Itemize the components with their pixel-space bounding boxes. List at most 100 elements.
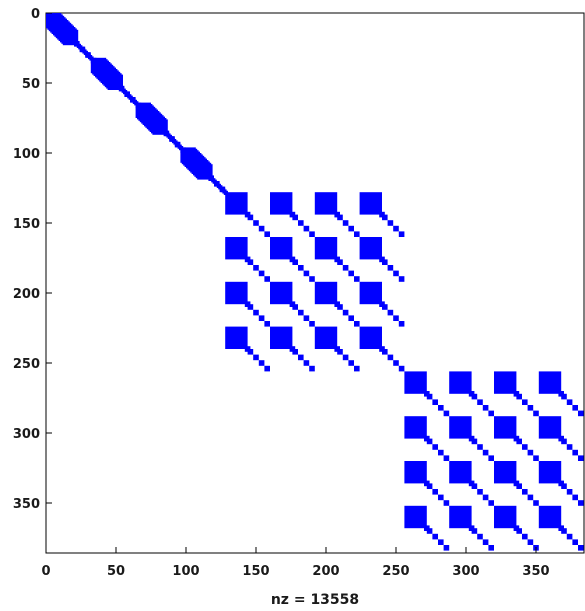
x-axis-ticks: 0 50 100 150 200 250 300 350 (41, 547, 550, 579)
nonzero-block-295 (438, 494, 444, 501)
nonzero-block-264 (566, 399, 573, 405)
nonzero-block-259 (527, 405, 534, 411)
nonzero-block-172 (225, 237, 248, 260)
nonzero-block-117 (51, 18, 58, 25)
nonzero-block-186 (342, 265, 349, 271)
nonzero-block-123 (85, 52, 91, 58)
nonzero-block-119 (62, 29, 69, 36)
nonzero-block-312 (566, 489, 573, 495)
nonzero-block-298 (449, 461, 472, 484)
nonzero-block-144 (202, 169, 209, 176)
nonzero-block-169 (393, 225, 399, 232)
nonzero-block-283 (527, 449, 534, 456)
nonzero-block-306 (522, 489, 528, 495)
nonzero-block-170 (398, 231, 405, 237)
nonzero-block-175 (258, 270, 265, 277)
nonzero-block-301 (482, 494, 489, 501)
nonzero-block-320 (443, 545, 450, 551)
nonzero-block-275 (471, 438, 478, 445)
nonzero-block-148 (225, 192, 248, 215)
nonzero-block-223 (258, 360, 265, 366)
x-tick-label-3: 150 (242, 564, 269, 579)
nonzero-block-248 (443, 410, 450, 417)
nonzero-block-120 (68, 35, 74, 41)
nonzero-block-126 (102, 69, 108, 75)
nonzero-block-196 (225, 281, 248, 305)
nonzero-block-132 (135, 102, 142, 109)
nonzero-block-288 (566, 444, 573, 450)
nonzero-block-250 (449, 371, 472, 394)
nonzero-block-316 (404, 505, 427, 529)
nonzero-block-243 (379, 346, 385, 352)
nonzero-block-260 (533, 410, 539, 417)
nonzero-block-211 (348, 315, 354, 321)
nonzero-block-313 (572, 494, 578, 501)
nonzero-block-242 (398, 365, 405, 372)
y-tick-label-0: 0 (31, 7, 40, 22)
nonzero-block-253 (482, 405, 489, 411)
nonzero-block-294 (432, 489, 438, 495)
nonzero-block-198 (253, 309, 259, 316)
x-tick-label-0: 0 (41, 564, 50, 579)
nonzero-block-326 (488, 545, 494, 551)
nonzero-block-280 (494, 416, 517, 439)
nonzero-block-258 (522, 399, 528, 405)
nonzero-block-219 (379, 301, 385, 307)
nonzero-block-331 (527, 539, 534, 545)
nonzero-block-139 (174, 141, 181, 148)
nonzero-pattern (46, 13, 584, 551)
nonzero-block-154 (270, 192, 293, 215)
nonzero-block-118 (57, 24, 63, 30)
nonzero-block-315 (558, 480, 564, 487)
nonzero-block-156 (298, 220, 304, 226)
nonzero-block-165 (334, 211, 340, 218)
nonzero-block-200 (264, 321, 270, 327)
nonzero-block-160 (314, 192, 338, 215)
nonzero-block-193 (393, 270, 399, 277)
nonzero-block-284 (533, 455, 539, 461)
x-tick-label-4: 200 (312, 564, 339, 579)
nonzero-block-183 (289, 256, 296, 263)
nonzero-block-143 (197, 164, 203, 170)
y-tick-label-3: 150 (13, 217, 40, 232)
nonzero-block-150 (253, 220, 259, 226)
nonzero-block-220 (225, 326, 248, 349)
nonzero-block-268 (404, 416, 427, 439)
nonzero-block-276 (477, 444, 483, 450)
nonzero-block-257 (516, 393, 522, 400)
nonzero-block-244 (404, 371, 427, 394)
nonzero-block-222 (253, 354, 259, 361)
nonzero-block-334 (538, 505, 562, 529)
nonzero-block-282 (522, 444, 528, 450)
nonzero-block-157 (303, 225, 310, 232)
nonzero-block-182 (309, 276, 315, 282)
nonzero-block-162 (342, 220, 349, 226)
nonzero-block-180 (298, 265, 304, 271)
nonzero-block-192 (387, 265, 394, 271)
nonzero-block-254 (488, 410, 494, 417)
y-tick-label-4: 200 (13, 287, 40, 302)
nonzero-block-310 (538, 461, 562, 484)
nonzero-block-286 (538, 416, 562, 439)
nonzero-block-212 (354, 321, 360, 327)
nonzero-block-124 (90, 57, 97, 64)
nonzero-block-287 (561, 438, 567, 445)
nonzero-block-333 (513, 525, 520, 531)
nonzero-block-292 (404, 461, 427, 484)
nonzero-block-328 (494, 505, 517, 529)
x-tick-label-1: 50 (107, 564, 125, 579)
nonzero-block-130 (124, 91, 130, 97)
nonzero-block-159 (289, 211, 296, 218)
nonzero-block-267 (558, 391, 564, 397)
nonzero-block-116 (46, 13, 52, 19)
nonzero-block-252 (477, 399, 483, 405)
nonzero-block-131 (130, 97, 136, 103)
nonzero-block-188 (354, 276, 360, 282)
y-tick-label-2: 100 (13, 147, 40, 162)
nonzero-block-204 (298, 309, 304, 316)
nonzero-block-213 (334, 301, 340, 307)
nonzero-block-177 (244, 256, 251, 263)
nonzero-block-136 (158, 125, 164, 131)
nonzero-block-226 (270, 326, 293, 349)
